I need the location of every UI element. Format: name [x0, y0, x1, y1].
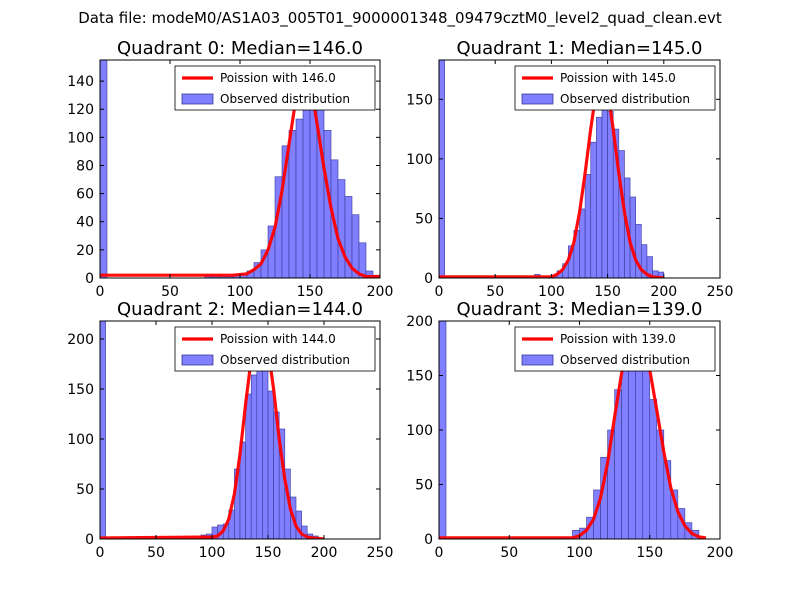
y-tick-label: 150: [406, 92, 433, 108]
x-tick-label: 0: [435, 284, 444, 300]
x-tick-label: 50: [486, 284, 504, 300]
panel-quadrant-1: 0 50 100 150 200 250 0 50 100 150 Quadrant 1: Medi…: [406, 38, 733, 300]
histogram-bar: [590, 141, 597, 278]
panel-quadrant-0: 0 50 100 150 200 0 20 40 60 80 100 120 140 Quadrant 0…: [67, 38, 393, 300]
y-tick-label: 200: [67, 332, 94, 348]
y-tick-label: 50: [76, 482, 94, 498]
legend: Poission with 146.0 Observed distribution: [174, 65, 376, 111]
histogram-bar: [250, 374, 258, 539]
legend-label-observed: Observed distribution: [560, 353, 690, 367]
x-tick-label: 50: [500, 545, 518, 561]
legend-bar-swatch: [181, 354, 214, 366]
legend-label-fit: Poission with 144.0: [220, 332, 336, 346]
panel-quadrant-2: 0 50 100 150 200 250 0 50 100 150 200 Quadrant 2: M…: [67, 299, 393, 561]
legend-bar-swatch: [521, 93, 554, 105]
legend: Poission with 145.0 Observed distribution: [514, 65, 716, 111]
panel-quadrant-3: 0 50 100 150 200 0 50 100 150 200 Quadrant 3: Medi…: [406, 299, 733, 561]
x-tick-label: 150: [297, 284, 324, 300]
x-tick-label: 50: [161, 284, 179, 300]
y-tick-label: 50: [415, 211, 433, 227]
y-tick-label: 100: [406, 423, 433, 439]
histogram-bar: [579, 208, 586, 278]
x-tick-label: 100: [566, 545, 593, 561]
panel-title: Quadrant 2: Median=144.0: [117, 299, 363, 320]
y-tick-label: 20: [76, 243, 94, 259]
histogram-bar: [267, 390, 274, 539]
y-tick-label: 200: [406, 314, 433, 330]
y-tick-label: 120: [67, 102, 94, 118]
legend-label-fit: Poission with 146.0: [220, 71, 336, 85]
legend-label-observed: Observed distribution: [220, 353, 350, 367]
legend: Poission with 144.0 Observed distribution: [174, 326, 376, 372]
x-tick-label: 200: [707, 545, 734, 561]
x-tick-label: 100: [538, 284, 565, 300]
histogram-bar: [365, 270, 374, 278]
legend-bar-swatch: [521, 354, 554, 366]
y-tick-label: 80: [76, 158, 94, 174]
histogram-bar: [245, 393, 252, 539]
y-tick-label: 100: [406, 152, 433, 168]
histogram-bar: [295, 118, 304, 278]
y-tick-label: 50: [415, 478, 433, 494]
histogram-bar: [635, 353, 644, 539]
histogram-bar: [256, 363, 263, 539]
histogram-bar: [288, 130, 297, 278]
y-tick-label: 0: [424, 532, 433, 548]
y-tick-label: 100: [67, 130, 94, 146]
x-tick-label: 100: [199, 545, 226, 561]
y-tick-label: 150: [406, 369, 433, 385]
x-tick-label: 150: [255, 545, 282, 561]
y-tick-label: 100: [67, 432, 94, 448]
histogram-bar: [439, 60, 445, 278]
histogram-bar: [100, 60, 108, 278]
histogram-bar: [629, 196, 637, 278]
histogram-bar: [649, 399, 658, 539]
axes-frame: [438, 59, 721, 279]
histogram-bar: [309, 101, 318, 278]
x-tick-label: 200: [650, 284, 677, 300]
x-tick-label: 0: [96, 284, 105, 300]
figure-suptitle: Data file: modeM0/AS1A03_005T01_90000013…: [78, 9, 722, 28]
histogram-bar: [601, 104, 608, 278]
y-tick-label: 0: [85, 271, 94, 287]
histogram-bar: [100, 321, 106, 539]
y-tick-label: 0: [85, 532, 94, 548]
legend-label-observed: Observed distribution: [220, 92, 350, 106]
histogram-bar: [302, 106, 311, 278]
histogram-bar: [596, 116, 603, 278]
x-tick-label: 0: [96, 545, 105, 561]
x-tick-label: 150: [636, 545, 663, 561]
x-tick-label: 150: [594, 284, 621, 300]
y-tick-label: 60: [76, 187, 94, 203]
y-tick-label: 40: [76, 215, 94, 231]
x-tick-label: 100: [227, 284, 254, 300]
x-tick-label: 200: [311, 545, 338, 561]
legend-label-fit: Poission with 139.0: [560, 332, 676, 346]
histogram-bar: [337, 179, 346, 278]
y-tick-label: 0: [424, 271, 433, 287]
panel-title: Quadrant 1: Median=145.0: [457, 38, 703, 59]
histogram-bar: [621, 347, 629, 539]
x-tick-label: 50: [147, 545, 165, 561]
legend-bar-swatch: [181, 93, 214, 105]
legend: Poission with 139.0 Observed distribution: [514, 326, 716, 372]
histogram-bar: [584, 174, 592, 278]
legend-label-observed: Observed distribution: [560, 92, 690, 106]
x-tick-label: 200: [367, 284, 394, 300]
histogram-bar: [358, 242, 367, 278]
histogram-bar: [262, 366, 269, 539]
panel-title: Quadrant 3: Median=139.0: [457, 299, 703, 320]
histogram-bar: [642, 369, 651, 539]
histogram-bar: [607, 110, 614, 278]
legend-label-fit: Poission with 145.0: [560, 71, 676, 85]
axes-frame: [99, 320, 381, 540]
x-tick-label: 250: [707, 284, 734, 300]
x-tick-label: 250: [367, 545, 394, 561]
panel-title: Quadrant 0: Median=146.0: [117, 38, 363, 59]
y-tick-label: 150: [67, 382, 94, 398]
y-tick-label: 140: [67, 74, 94, 90]
x-tick-label: 0: [435, 545, 444, 561]
